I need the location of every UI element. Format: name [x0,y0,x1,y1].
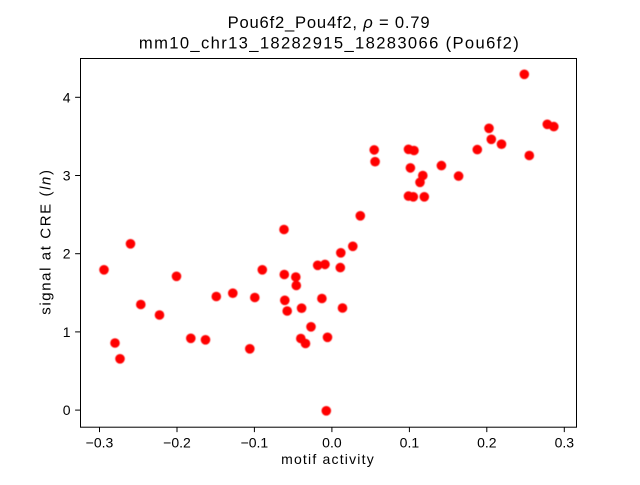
svg-text:−0.3: −0.3 [86,435,114,451]
svg-text:4: 4 [63,89,71,105]
svg-text:3: 3 [63,168,71,184]
svg-text:1: 1 [63,324,71,340]
svg-text:0.1: 0.1 [400,435,420,451]
svg-text:0: 0 [63,402,71,418]
svg-text:0.3: 0.3 [555,435,575,451]
svg-text:motif activity: motif activity [281,451,375,467]
svg-text:−0.1: −0.1 [241,435,269,451]
svg-text:0.2: 0.2 [477,435,497,451]
svg-text:mm10_chr13_18282915_18283066 (: mm10_chr13_18282915_18283066 (Pou6f2) [139,33,520,52]
svg-text:2: 2 [63,246,71,262]
svg-text:0.0: 0.0 [322,435,342,451]
svg-text:Pou6f2_Pou4f2, ρ = 0.79: Pou6f2_Pou4f2, ρ = 0.79 [228,13,431,32]
svg-text:−0.2: −0.2 [163,435,191,451]
svg-text:signal at CRE (ln): signal at CRE (ln) [38,168,55,314]
